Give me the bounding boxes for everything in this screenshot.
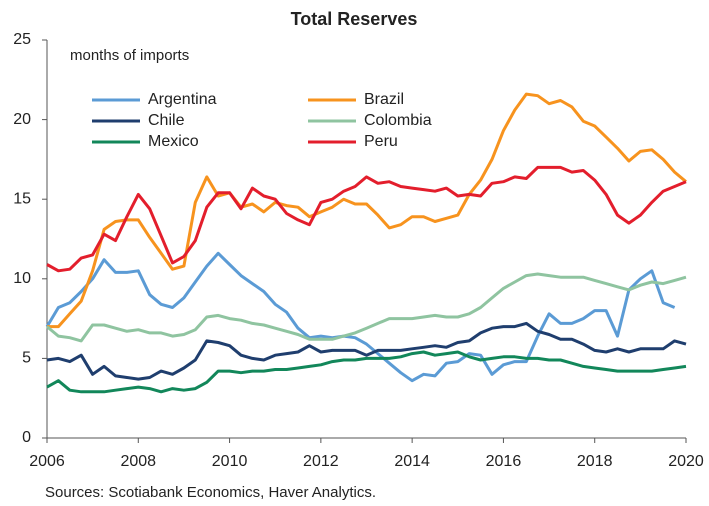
legend-label: Mexico — [148, 133, 199, 150]
series-line — [46, 165, 687, 273]
legend-label: Argentina — [148, 91, 217, 108]
legend-label: Peru — [364, 133, 398, 150]
y-tick-label: 15 — [13, 190, 31, 207]
legend-label: Brazil — [364, 91, 404, 108]
x-tick-label: 2010 — [212, 453, 248, 470]
series-line — [46, 321, 687, 381]
x-tick-label: 2014 — [394, 453, 430, 470]
annotation: months of imports — [70, 47, 189, 64]
source: Sources: Scotiabank Economics, Haver Ana… — [45, 484, 376, 501]
legend-label: Colombia — [364, 112, 432, 129]
series-line — [46, 272, 687, 343]
x-tick-label: 2012 — [303, 453, 339, 470]
x-tick-label: 2016 — [486, 453, 522, 470]
y-tick-label: 5 — [22, 350, 31, 367]
y-tick-label: 0 — [22, 429, 31, 446]
series-line — [46, 350, 687, 394]
y-tick-label: 25 — [13, 31, 31, 48]
y-tick-label: 10 — [13, 270, 31, 287]
series-line — [47, 92, 687, 329]
y-tick-label: 20 — [13, 111, 31, 128]
x-tick-label: 2008 — [120, 453, 156, 470]
x-tick-label: 2006 — [29, 453, 65, 470]
legend-label: Chile — [148, 112, 185, 129]
x-tick-label: 2020 — [668, 453, 704, 470]
chart-title: Total Reserves — [291, 9, 418, 29]
x-tick-label: 2018 — [577, 453, 613, 470]
series-line — [45, 251, 676, 383]
